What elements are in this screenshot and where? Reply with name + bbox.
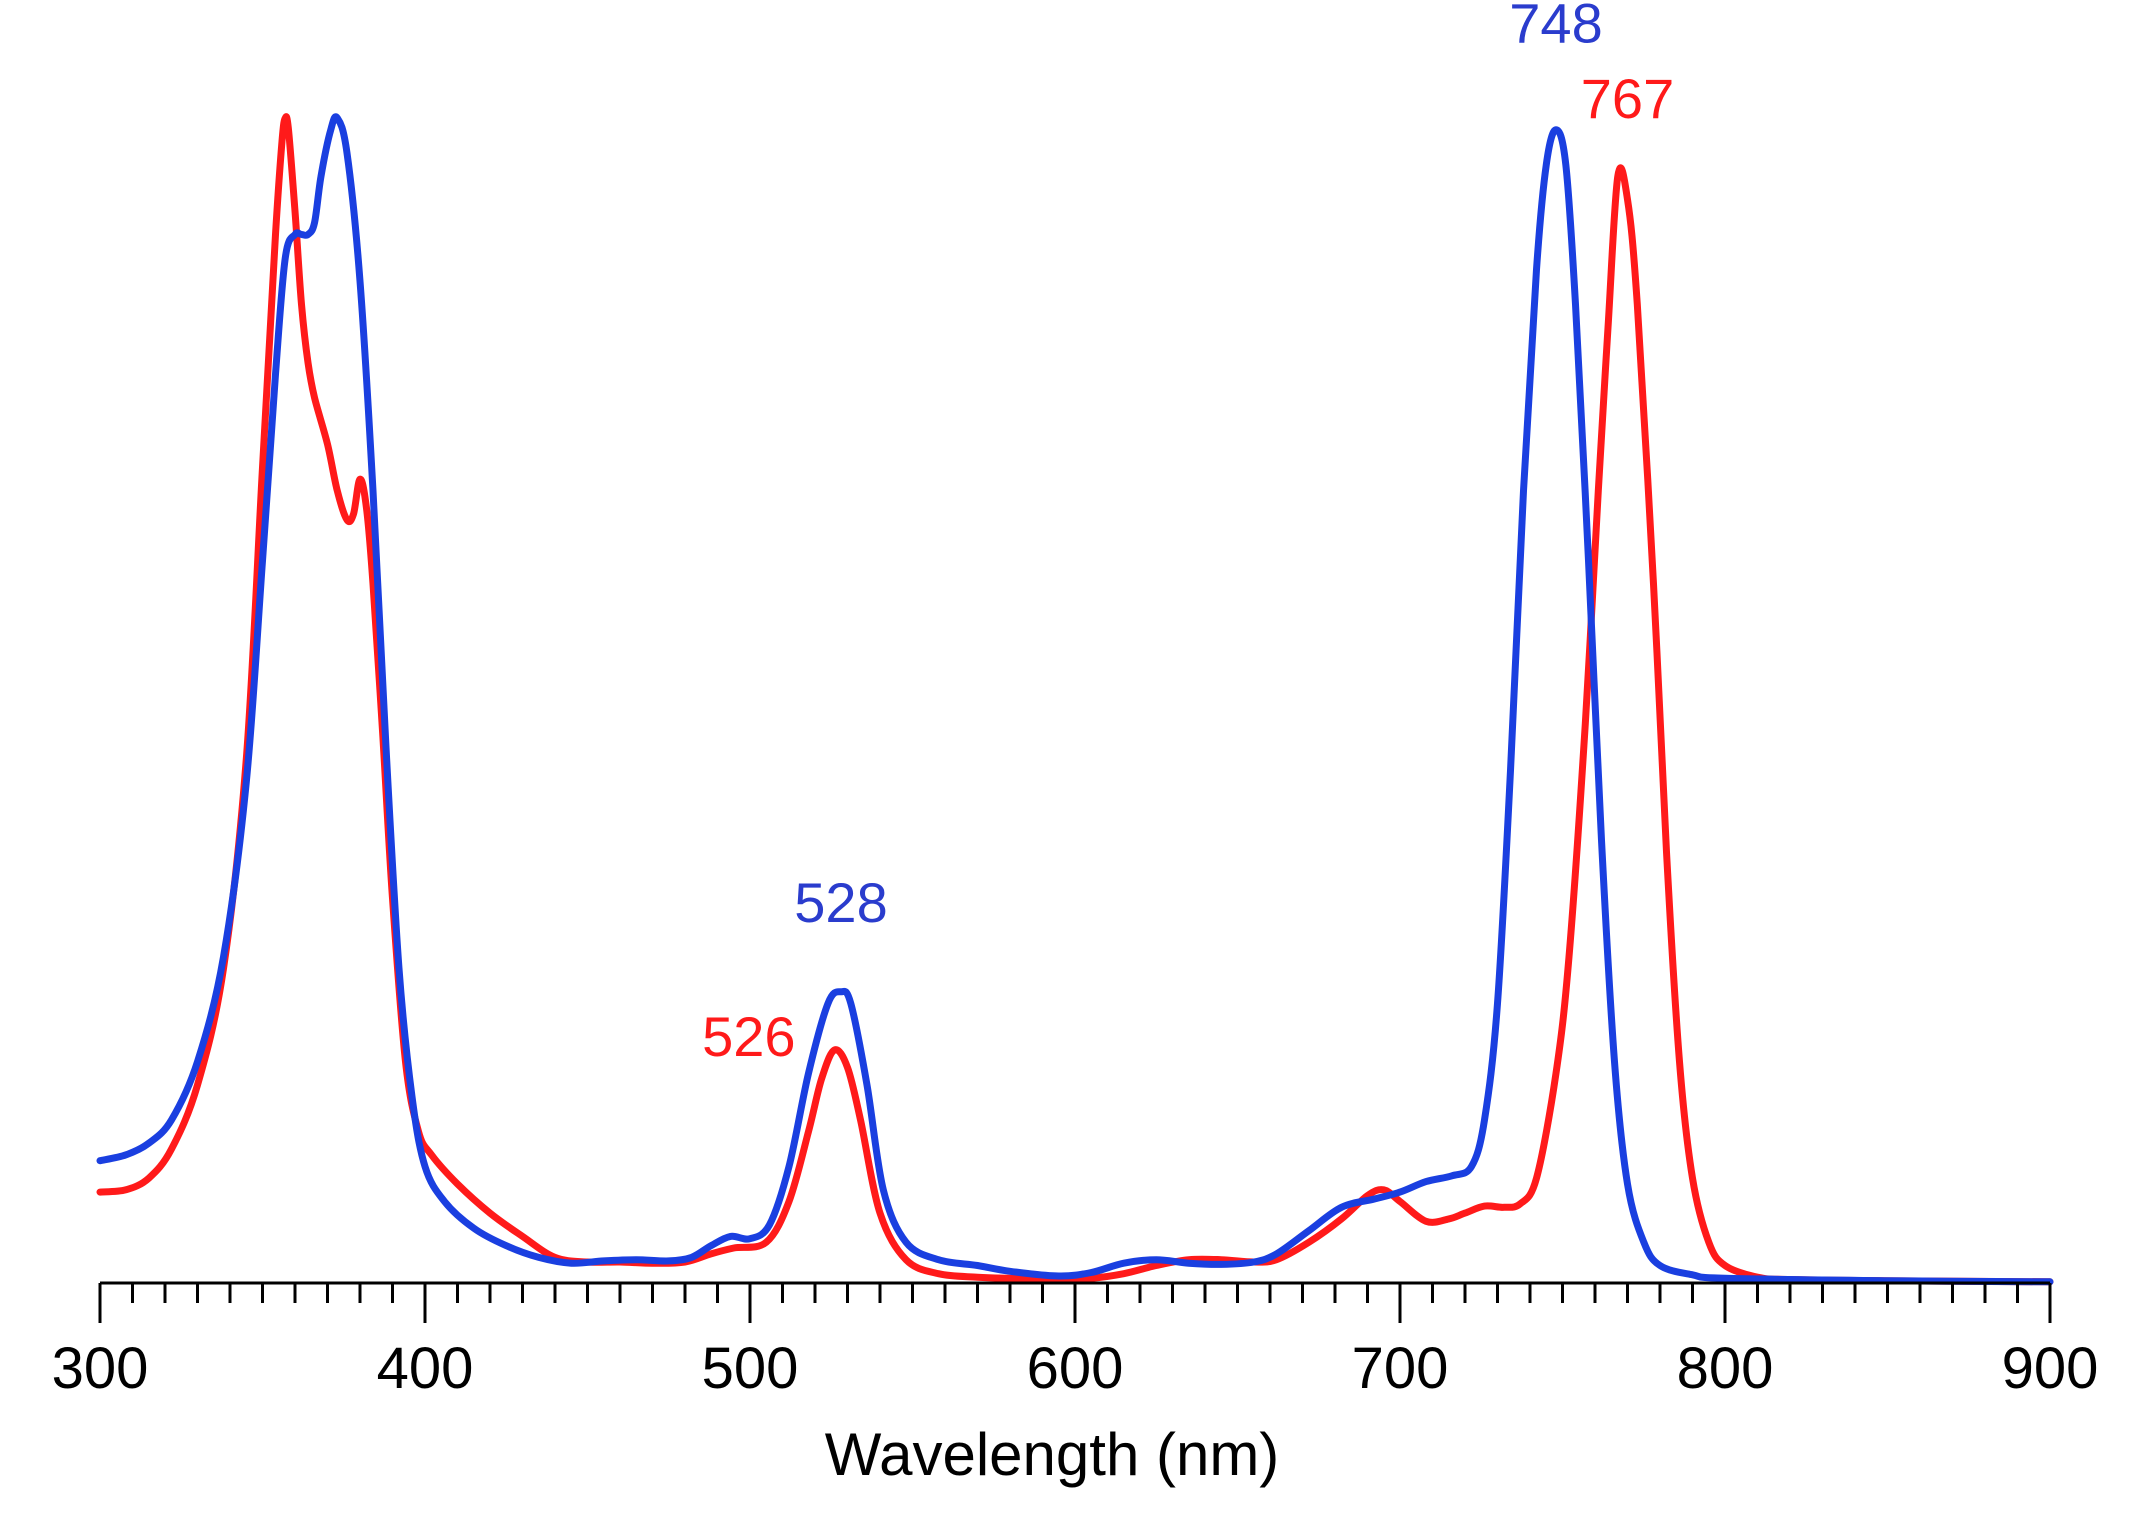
x-tick-label: 900 [2002, 1336, 2099, 1401]
series-line-red [96, 113, 2054, 1286]
x-tick-label: 800 [1677, 1336, 1774, 1401]
annotation-layer: 748 767 528 526 [702, 0, 1674, 1068]
x-tick-label: 500 [702, 1336, 799, 1401]
peak-label: 528 [794, 871, 887, 934]
series-layer [96, 113, 2054, 1286]
series-line-blue [96, 113, 2054, 1286]
peak-label: 526 [702, 1005, 795, 1068]
x-axis-label: Wavelength (nm) [825, 1421, 1280, 1488]
peak-label: 767 [1581, 67, 1674, 130]
x-tick-label: 400 [377, 1336, 474, 1401]
peak-label: 748 [1509, 0, 1602, 54]
x-tick-label: 300 [52, 1336, 149, 1401]
x-tick-label: 700 [1352, 1336, 1449, 1401]
x-axis: 300 400 500 600 700 800 900 [52, 1281, 2099, 1401]
x-tick-label: 600 [1027, 1336, 1124, 1401]
